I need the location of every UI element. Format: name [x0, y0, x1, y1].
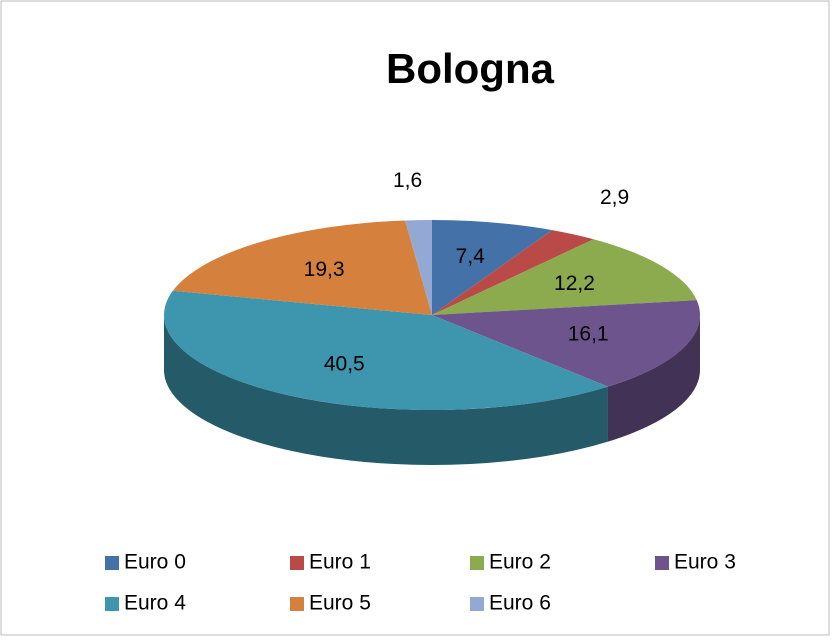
data-label: 2,9 [600, 186, 629, 209]
legend-swatch [105, 597, 119, 611]
data-label: 16,1 [568, 323, 609, 346]
slice [432, 230, 594, 315]
data-label: 40,5 [324, 353, 365, 376]
legend-swatch [290, 556, 304, 570]
slice [432, 239, 697, 315]
legend-swatch [290, 597, 304, 611]
data-label: 1,6 [393, 169, 422, 192]
legend-label: Euro 1 [309, 551, 371, 574]
slice [405, 220, 432, 315]
legend-label: Euro 2 [489, 551, 551, 574]
legend-label: Euro 0 [124, 551, 186, 574]
slice [432, 220, 553, 315]
slice-side [164, 315, 608, 465]
legend-label: Euro 3 [674, 551, 736, 574]
data-label: 19,3 [304, 258, 345, 281]
slice-side [607, 315, 700, 442]
slice [432, 300, 700, 387]
legend-swatch [655, 556, 669, 570]
legend-swatch [105, 556, 119, 570]
legend-swatch [470, 597, 484, 611]
slice [164, 290, 608, 410]
data-label: 12,2 [554, 272, 595, 295]
legend-swatch [470, 556, 484, 570]
slice [172, 220, 432, 315]
chart-title: Bologna [386, 45, 555, 92]
data-label: 7,4 [456, 245, 486, 268]
legend-label: Euro 6 [489, 592, 551, 615]
legend-label: Euro 4 [124, 592, 186, 615]
legend-label: Euro 5 [309, 592, 371, 615]
